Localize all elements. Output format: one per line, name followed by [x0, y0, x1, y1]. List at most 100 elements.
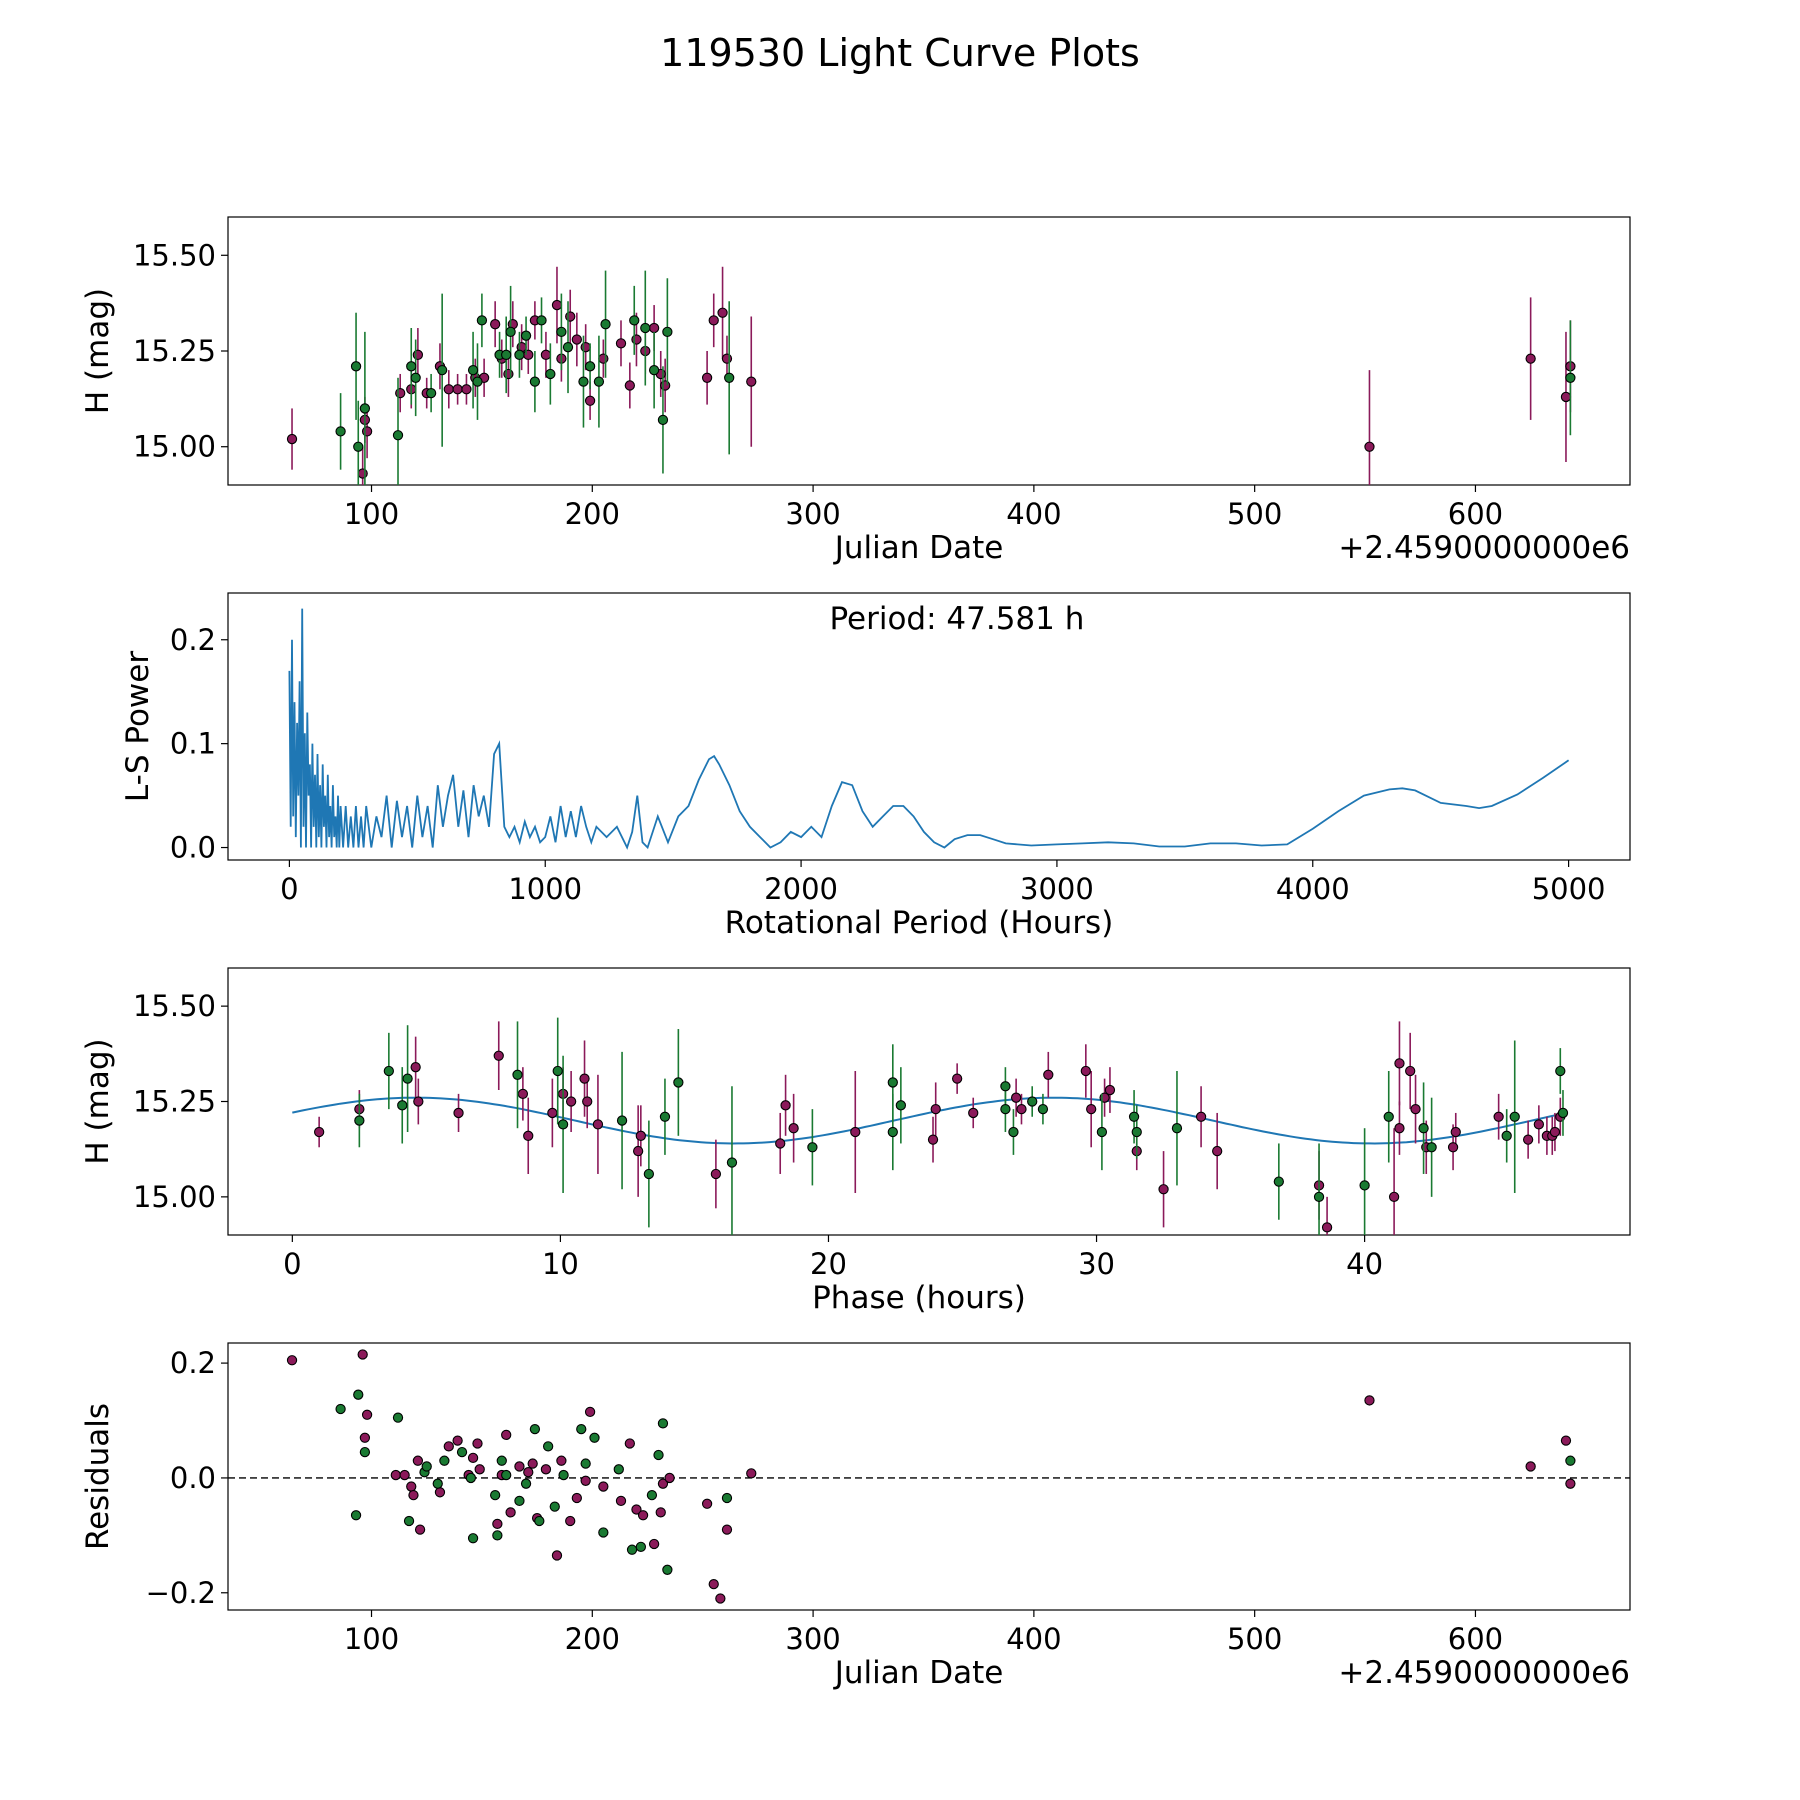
- green-data-point: [558, 1469, 569, 1481]
- green-data-point: [392, 430, 404, 441]
- magenta-data-point: [708, 1579, 719, 1590]
- green-data-point: [496, 1455, 507, 1466]
- magenta-data-point: [701, 1498, 713, 1509]
- magenta-data-point: [648, 1538, 660, 1550]
- magenta-data-point: [527, 1458, 538, 1469]
- magenta-data-point: [1525, 1461, 1536, 1472]
- magenta-data-point: [514, 1461, 525, 1472]
- magenta-data-point: [775, 1138, 786, 1149]
- green-data-point: [1359, 1180, 1370, 1191]
- y-tick-label: 0.1: [170, 727, 216, 761]
- green-data-point: [1565, 372, 1576, 383]
- green-data-point: [648, 364, 660, 376]
- magenta-data-point: [467, 1452, 479, 1463]
- magenta-data-point: [443, 1441, 454, 1452]
- green-data-point: [724, 372, 735, 383]
- phase-folded-plot-area: [292, 1017, 1569, 1235]
- magenta-data-point: [710, 1168, 722, 1180]
- green-data-point: [472, 376, 483, 387]
- green-data-point: [1565, 1455, 1576, 1466]
- green-data-point: [1383, 1111, 1394, 1122]
- magenta-data-point: [1080, 1065, 1091, 1077]
- magenta-data-point: [930, 1103, 941, 1115]
- green-data-point: [465, 1472, 477, 1484]
- magenta-data-point: [408, 1490, 419, 1501]
- fit-curve-line: [292, 1096, 1566, 1145]
- magenta-data-point: [715, 1593, 726, 1604]
- y-axis-label: L-S Power: [120, 651, 156, 802]
- green-data-point: [490, 1490, 501, 1501]
- green-data-point: [1273, 1176, 1284, 1187]
- magenta-data-point: [406, 1481, 417, 1492]
- y-tick-label: 0.0: [170, 1461, 216, 1495]
- y-axis-label: H (mag): [80, 1038, 116, 1164]
- y-axis-label: H (mag): [80, 288, 116, 414]
- green-data-point: [534, 1515, 545, 1527]
- magenta-data-point: [657, 1478, 669, 1489]
- x-tick-label: 4000: [1276, 872, 1350, 906]
- green-data-point: [807, 1142, 818, 1153]
- magenta-data-point: [492, 1518, 503, 1530]
- x-tick-label: 0: [283, 1247, 301, 1281]
- periodogram-plot-area: [288, 608, 1570, 850]
- magenta-data-point: [540, 1464, 552, 1475]
- green-data-point: [1008, 1126, 1019, 1138]
- magenta-data-point: [746, 376, 757, 387]
- green-data-point: [643, 1168, 655, 1180]
- magenta-data-point: [615, 1495, 627, 1507]
- green-data-point: [673, 1077, 684, 1088]
- magenta-data-point: [399, 1469, 410, 1481]
- x-axis-label: Rotational Period (Hours): [725, 905, 1114, 941]
- magenta-data-point: [501, 1429, 512, 1441]
- magenta-data-point: [717, 307, 728, 318]
- magenta-data-point: [584, 1406, 596, 1418]
- x-axis-label: Julian Date: [833, 530, 1004, 566]
- green-data-point: [350, 361, 362, 372]
- magenta-data-point: [313, 1126, 325, 1138]
- green-data-point: [726, 1157, 738, 1168]
- green-data-point: [529, 1423, 541, 1435]
- magenta-data-point: [565, 1096, 577, 1107]
- x-tick-label: 1000: [508, 872, 582, 906]
- x-tick-label: 200: [565, 497, 620, 531]
- green-data-point: [1557, 1107, 1569, 1119]
- green-data-point: [359, 1446, 371, 1458]
- x-offset-label: +2.4590000000e6: [1338, 1655, 1630, 1691]
- magenta-data-point: [412, 1455, 424, 1466]
- green-data-point: [1171, 1123, 1183, 1134]
- magenta-data-point: [490, 319, 501, 330]
- green-data-point: [1027, 1096, 1038, 1107]
- magenta-data-point: [571, 1492, 582, 1504]
- magenta-data-point: [1364, 1395, 1375, 1406]
- periodogram-frame: [227, 592, 1631, 861]
- magenta-data-point: [1158, 1184, 1169, 1195]
- magenta-data-point: [452, 1435, 463, 1446]
- magenta-data-point: [1533, 1119, 1545, 1130]
- magenta-data-point: [1525, 353, 1536, 364]
- x-tick-label: 400: [1006, 1622, 1061, 1656]
- green-data-point: [887, 1126, 898, 1138]
- magenta-data-point: [592, 1119, 604, 1130]
- magenta-data-point: [624, 380, 635, 391]
- green-data-point: [492, 1530, 503, 1541]
- green-data-point: [616, 1115, 628, 1126]
- green-data-point: [578, 376, 589, 387]
- x-tick-label: 500: [1227, 1622, 1282, 1656]
- y-tick-label: 0.0: [170, 831, 216, 865]
- green-data-point: [402, 1073, 413, 1084]
- green-data-point: [520, 330, 532, 341]
- magenta-data-point: [648, 322, 660, 334]
- green-data-point: [353, 1389, 364, 1400]
- magenta-data-point: [582, 1096, 593, 1107]
- green-data-point: [335, 426, 346, 437]
- green-data-point: [635, 1541, 647, 1552]
- magenta-data-point: [746, 1468, 757, 1479]
- green-data-point: [584, 361, 596, 372]
- y-tick-label: −0.2: [146, 1576, 216, 1610]
- magenta-data-point: [1195, 1111, 1207, 1122]
- magenta-data-point: [461, 384, 472, 395]
- magenta-data-point: [414, 1524, 426, 1535]
- x-axis-label: Julian Date: [833, 1655, 1004, 1691]
- magenta-data-point: [579, 1073, 590, 1084]
- green-data-point: [556, 326, 567, 338]
